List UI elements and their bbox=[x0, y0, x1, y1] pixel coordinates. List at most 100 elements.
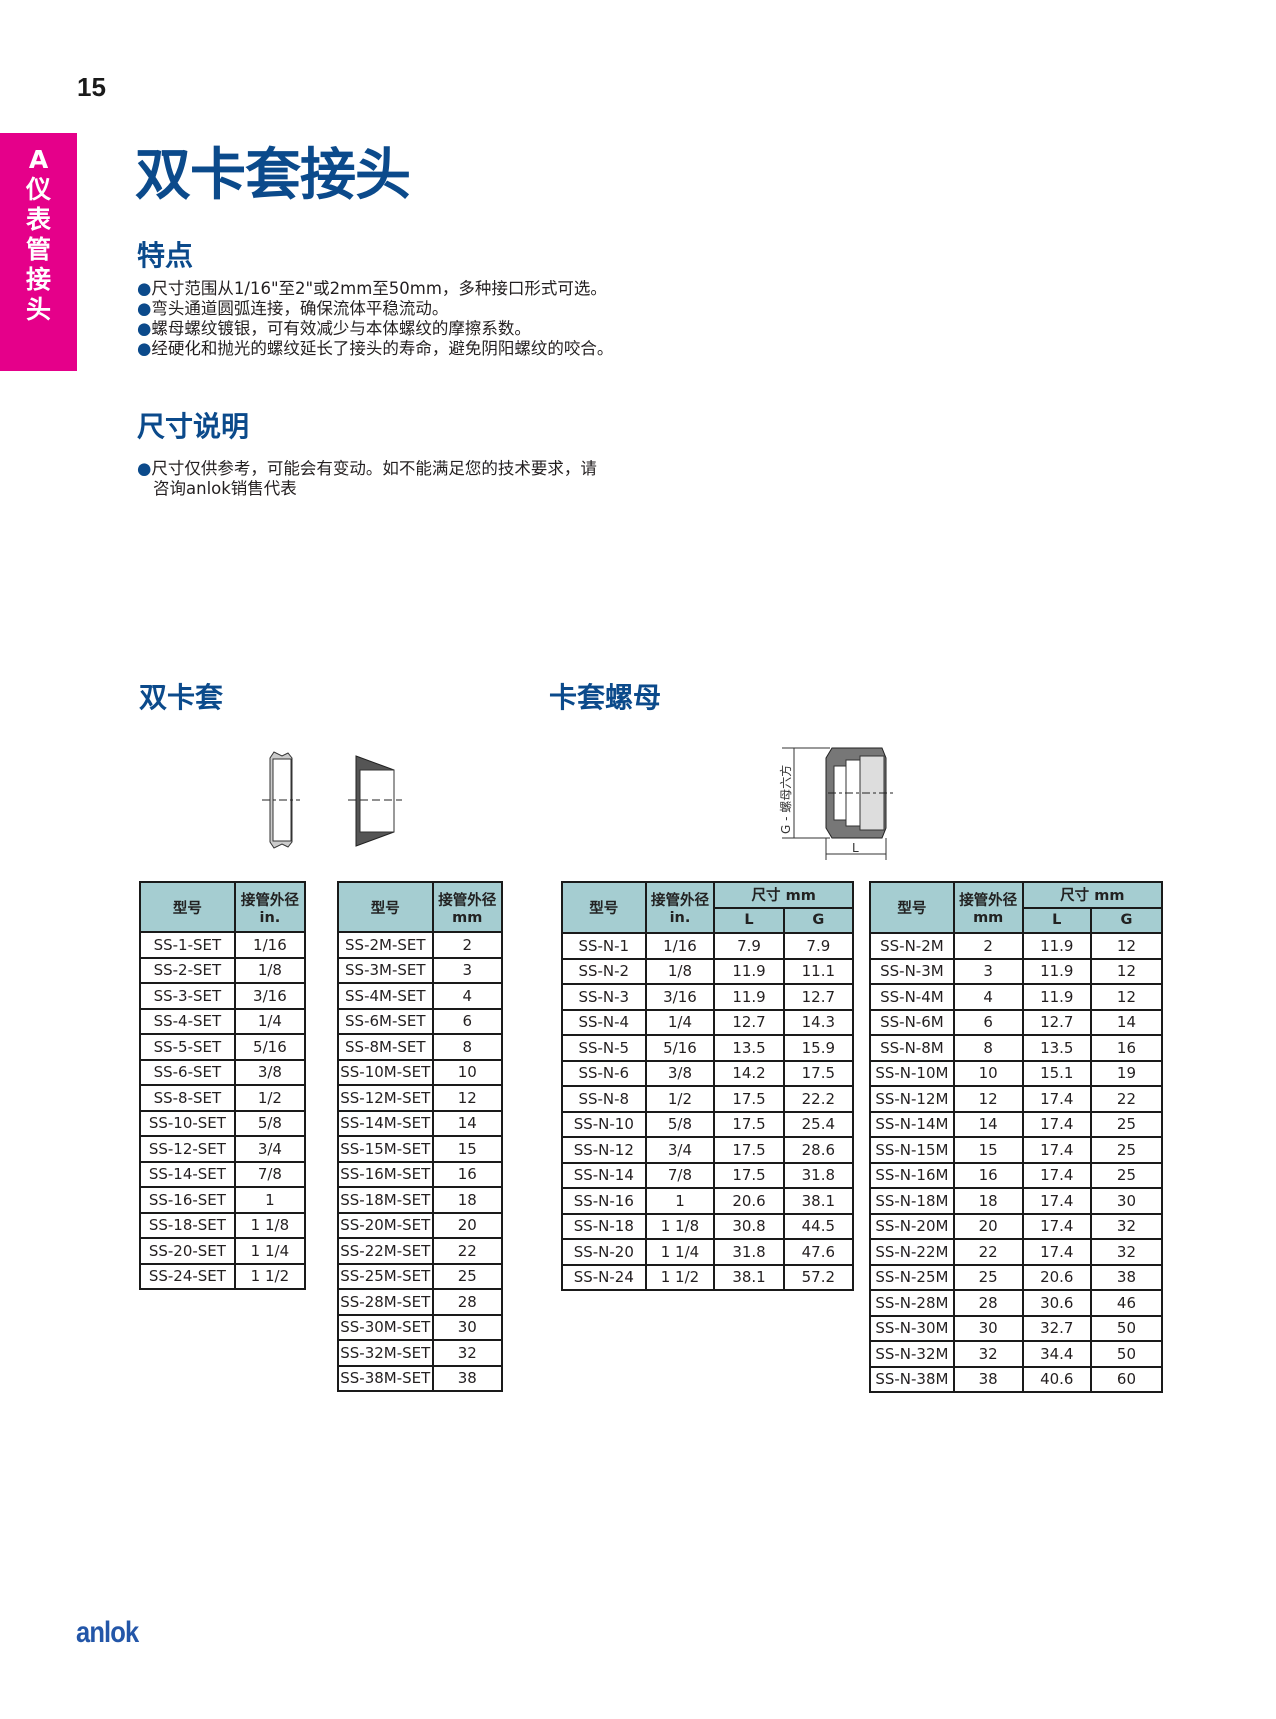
table-row: SS-3-SET 3/16 bbox=[139, 982, 307, 1010]
table-cell: 14 bbox=[431, 1109, 504, 1137]
table-cell: 4 bbox=[431, 982, 504, 1010]
table-cell: 1 1/2 bbox=[233, 1262, 307, 1290]
table-cell: 12 bbox=[431, 1084, 504, 1112]
table-cell: 7/8 bbox=[233, 1160, 307, 1188]
col-header-l: L bbox=[713, 906, 785, 934]
table-cell: 1/8 bbox=[233, 956, 307, 984]
table-cell: 8 bbox=[431, 1033, 504, 1061]
table-cell: 20.6 bbox=[713, 1187, 785, 1215]
features-heading: 特点 bbox=[137, 239, 194, 272]
table-cell: 57.2 bbox=[782, 1263, 855, 1291]
table-cell: 32 bbox=[1089, 1238, 1164, 1266]
table-cell: 14 bbox=[952, 1110, 1024, 1138]
table-cell: SS-16M-SET bbox=[337, 1160, 434, 1188]
feature-item: ●经硬化和抛光的螺纹延长了接头的寿命，避免阴阳螺纹的咬合。 bbox=[137, 339, 613, 359]
table-cell: 25 bbox=[1089, 1161, 1164, 1189]
table-cell: 1 1/4 bbox=[233, 1237, 307, 1265]
note-text: 尺寸仅供参考，可能会有变动。如不能满足您的技术要求，请 bbox=[151, 459, 597, 478]
table-cell: 3/16 bbox=[644, 983, 716, 1011]
table-cell: SS-N-3 bbox=[561, 983, 647, 1011]
note-text: 咨询anlok销售代表 bbox=[153, 479, 297, 498]
side-tab-char: 仪 bbox=[25, 175, 51, 204]
table-row: SS-N-30M 30 32.7 50 bbox=[869, 1314, 1164, 1342]
table-cell: SS-6M-SET bbox=[337, 1007, 434, 1035]
table-row: SS-N-25M 25 20.6 38 bbox=[869, 1263, 1164, 1291]
table-cell: 14 bbox=[1089, 1008, 1164, 1036]
table-cell: SS-12-SET bbox=[139, 1135, 236, 1163]
table-cell: SS-16-SET bbox=[139, 1186, 236, 1214]
table-cell: 1/16 bbox=[644, 932, 716, 960]
bullet-icon: ● bbox=[137, 339, 152, 358]
table-row: SS-N-12M 12 17.4 22 bbox=[869, 1085, 1164, 1113]
col-header-g: G bbox=[1089, 906, 1164, 934]
table-cell: 17.4 bbox=[1021, 1161, 1092, 1189]
table-cell: SS-N-4 bbox=[561, 1008, 647, 1036]
table-cell: SS-N-14 bbox=[561, 1161, 647, 1189]
table-cell: 60 bbox=[1089, 1365, 1164, 1393]
table-cell: SS-28M-SET bbox=[337, 1288, 434, 1316]
table-cell: 17.4 bbox=[1021, 1110, 1092, 1138]
table-row: SS-6-SET 3/8 bbox=[139, 1058, 307, 1086]
table-cell: 10 bbox=[431, 1058, 504, 1086]
table-row: SS-14-SET 7/8 bbox=[139, 1160, 307, 1188]
table-cell: 2 bbox=[431, 931, 504, 959]
table-cell: 22 bbox=[431, 1237, 504, 1265]
table-cell: 3/16 bbox=[233, 982, 307, 1010]
table-row: SS-N-14M 14 17.4 25 bbox=[869, 1110, 1164, 1138]
table-cell: 3/4 bbox=[233, 1135, 307, 1163]
table-cell: SS-10M-SET bbox=[337, 1058, 434, 1086]
table-cell: 3 bbox=[431, 956, 504, 984]
g-dimension-label: G - 螺母六方 bbox=[778, 765, 793, 834]
table-cell: 50 bbox=[1089, 1314, 1164, 1342]
feature-item: ●弯头通道圆弧连接，确保流体平稳流动。 bbox=[137, 299, 613, 319]
table-cell: 28 bbox=[952, 1289, 1024, 1317]
ferrule-drawing bbox=[262, 751, 402, 849]
table-cell: SS-N-12 bbox=[561, 1136, 647, 1164]
feature-item: ●尺寸范围从1/16"至2"或2mm至50mm，多种接口形式可选。 bbox=[137, 279, 613, 299]
table-cell: 32 bbox=[431, 1339, 504, 1367]
col-header-dimensions: 尺寸 mm bbox=[1021, 881, 1164, 909]
table-row: SS-10-SET 5/8 bbox=[139, 1109, 307, 1137]
table-cell: 50 bbox=[1089, 1340, 1164, 1368]
table-cell: 31.8 bbox=[782, 1161, 855, 1189]
table-row: SS-N-28M 28 30.6 46 bbox=[869, 1289, 1164, 1317]
table-cell: SS-N-20 bbox=[561, 1238, 647, 1266]
table-row: SS-N-3 3/16 11.9 12.7 bbox=[561, 983, 855, 1011]
table-cell: SS-22M-SET bbox=[337, 1237, 434, 1265]
table-cell: 18 bbox=[952, 1187, 1024, 1215]
col-header-tube-od: 接管外径 in. bbox=[644, 881, 716, 934]
table-row: SS-12-SET 3/4 bbox=[139, 1135, 307, 1163]
table-cell: 11.9 bbox=[713, 983, 785, 1011]
table-cell: 1 bbox=[233, 1186, 307, 1214]
table-cell: 11.9 bbox=[1021, 957, 1092, 985]
feature-item: ●螺母螺纹镀银，可有效减少与本体螺纹的摩擦系数。 bbox=[137, 319, 613, 339]
table-cell: 11.9 bbox=[1021, 983, 1092, 1011]
section-side-tab: A 仪 表 管 接 头 bbox=[0, 133, 77, 371]
table-cell: SS-N-14M bbox=[869, 1110, 955, 1138]
table-row: SS-N-12 3/4 17.5 28.6 bbox=[561, 1136, 855, 1164]
table-cell: 17.5 bbox=[782, 1059, 855, 1087]
table-cell: 34.4 bbox=[1021, 1340, 1092, 1368]
table-cell: SS-N-1 bbox=[561, 932, 647, 960]
nut-heading: 卡套螺母 bbox=[549, 681, 662, 714]
table-cell: 30 bbox=[952, 1314, 1024, 1342]
table-cell: SS-24-SET bbox=[139, 1262, 236, 1290]
table-cell: 15 bbox=[952, 1136, 1024, 1164]
table-cell: 22 bbox=[952, 1238, 1024, 1266]
table-cell: SS-N-10M bbox=[869, 1059, 955, 1087]
table-cell: 30 bbox=[1089, 1187, 1164, 1215]
table-row: SS-N-6M 6 12.7 14 bbox=[869, 1008, 1164, 1036]
table-row: SS-N-18 1 1/8 30.8 44.5 bbox=[561, 1212, 855, 1240]
table-cell: 30.6 bbox=[1021, 1289, 1092, 1317]
table-cell: 15.9 bbox=[782, 1034, 855, 1062]
table-cell: 20 bbox=[952, 1212, 1024, 1240]
table-row: SS-10M-SET 10 bbox=[337, 1058, 504, 1086]
table-cell: 30 bbox=[431, 1313, 504, 1341]
table-row: SS-22M-SET 22 bbox=[337, 1237, 504, 1265]
table-cell: 6 bbox=[431, 1007, 504, 1035]
table-row: SS-2-SET 1/8 bbox=[139, 956, 307, 984]
table-cell: 2 bbox=[952, 932, 1024, 960]
table-row: SS-8-SET 1/2 bbox=[139, 1084, 307, 1112]
bullet-icon: ● bbox=[137, 299, 152, 318]
table-cell: SS-N-3M bbox=[869, 957, 955, 985]
